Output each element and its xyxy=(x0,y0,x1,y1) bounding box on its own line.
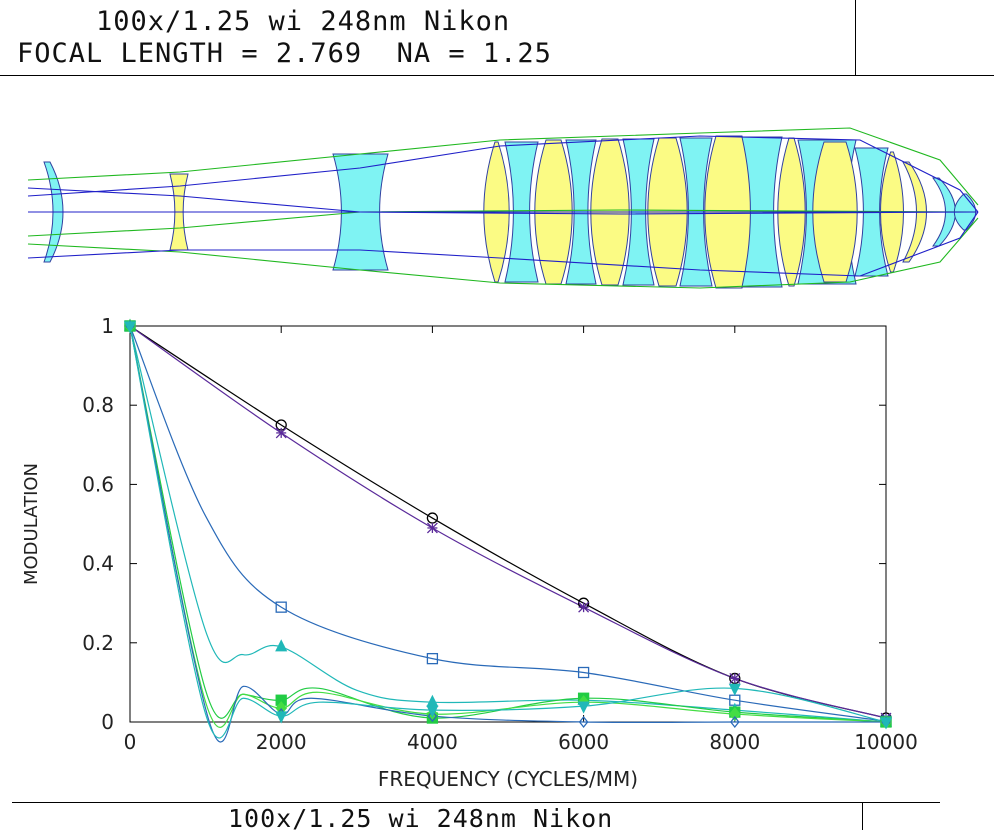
data-point-marker xyxy=(427,710,438,723)
data-point-marker xyxy=(879,717,893,730)
data-point-marker xyxy=(426,652,439,665)
header-right-divider xyxy=(855,0,856,76)
series-line xyxy=(129,325,887,723)
data-point-marker xyxy=(577,701,590,714)
ray-paths xyxy=(27,127,979,289)
x-tick-label: 8000 xyxy=(709,730,760,754)
x-tick-label: 2000 xyxy=(256,730,307,754)
x-tick-label: 6000 xyxy=(558,730,609,754)
series-line xyxy=(129,325,887,728)
data-point-marker xyxy=(426,694,439,707)
y-tick-label: 0.4 xyxy=(82,552,114,576)
marker-group xyxy=(123,318,893,730)
lens-layout-diagram xyxy=(27,127,979,289)
mtf-chart: 0 2000 4000 6000 8000 10000 0 0.2 0.4 0.6 0.8 1 FRE… xyxy=(21,314,918,791)
data-point-marker xyxy=(426,522,438,534)
series-line xyxy=(129,325,886,743)
data-point-marker xyxy=(728,707,741,722)
lens-elements xyxy=(43,135,977,289)
data-point-marker xyxy=(577,666,590,679)
footer-top-rule xyxy=(12,802,940,803)
footer-right-divider xyxy=(862,802,863,830)
footer-title: 100x/1.25 wi 248nm Nikon xyxy=(228,804,614,833)
data-point-marker xyxy=(578,601,590,613)
y-tick-label: 1 xyxy=(101,314,114,338)
ray-path xyxy=(27,135,979,213)
series-line xyxy=(129,325,887,723)
data-point-marker xyxy=(729,672,741,684)
data-point-marker xyxy=(275,427,287,439)
series-line xyxy=(129,325,887,722)
series-line xyxy=(129,325,887,719)
y-axis-label: MODULATION xyxy=(21,463,42,585)
lens-element xyxy=(902,161,927,263)
axis-ticks: 0 2000 4000 6000 8000 10000 0 0.2 0.4 0.6 0.8 1 xyxy=(82,314,918,754)
y-tick-label: 0 xyxy=(101,710,114,734)
series-group xyxy=(129,325,887,743)
x-tick-label: 0 xyxy=(124,730,137,754)
data-point-marker xyxy=(275,639,288,652)
data-point-marker xyxy=(728,683,741,696)
data-point-marker xyxy=(426,705,439,718)
ray-path xyxy=(27,217,979,289)
lens-title: 100x/1.25 wi 248nm Nikon xyxy=(96,6,511,37)
data-point-marker xyxy=(123,321,137,334)
y-tick-label: 0.2 xyxy=(82,631,114,655)
series-line xyxy=(129,325,887,739)
x-tick-label: 4000 xyxy=(407,730,458,754)
series-line xyxy=(129,325,887,719)
header-bottom-rule xyxy=(0,75,994,76)
ray-path xyxy=(27,127,979,206)
ray-path xyxy=(27,211,979,277)
lens-specs: FOCAL LENGTH = 2.769 NA = 1.25 xyxy=(17,38,552,69)
data-point-marker xyxy=(275,601,287,613)
plot-frame xyxy=(129,325,887,723)
x-axis-label: FREQUENCY (CYCLES/MM) xyxy=(378,767,638,791)
x-tick-label: 10000 xyxy=(854,730,918,754)
data-point-marker xyxy=(275,711,288,724)
y-tick-label: 0.6 xyxy=(82,472,114,496)
data-point-marker xyxy=(578,715,589,729)
data-point-marker xyxy=(729,715,740,729)
y-tick-label: 0.8 xyxy=(82,393,114,417)
